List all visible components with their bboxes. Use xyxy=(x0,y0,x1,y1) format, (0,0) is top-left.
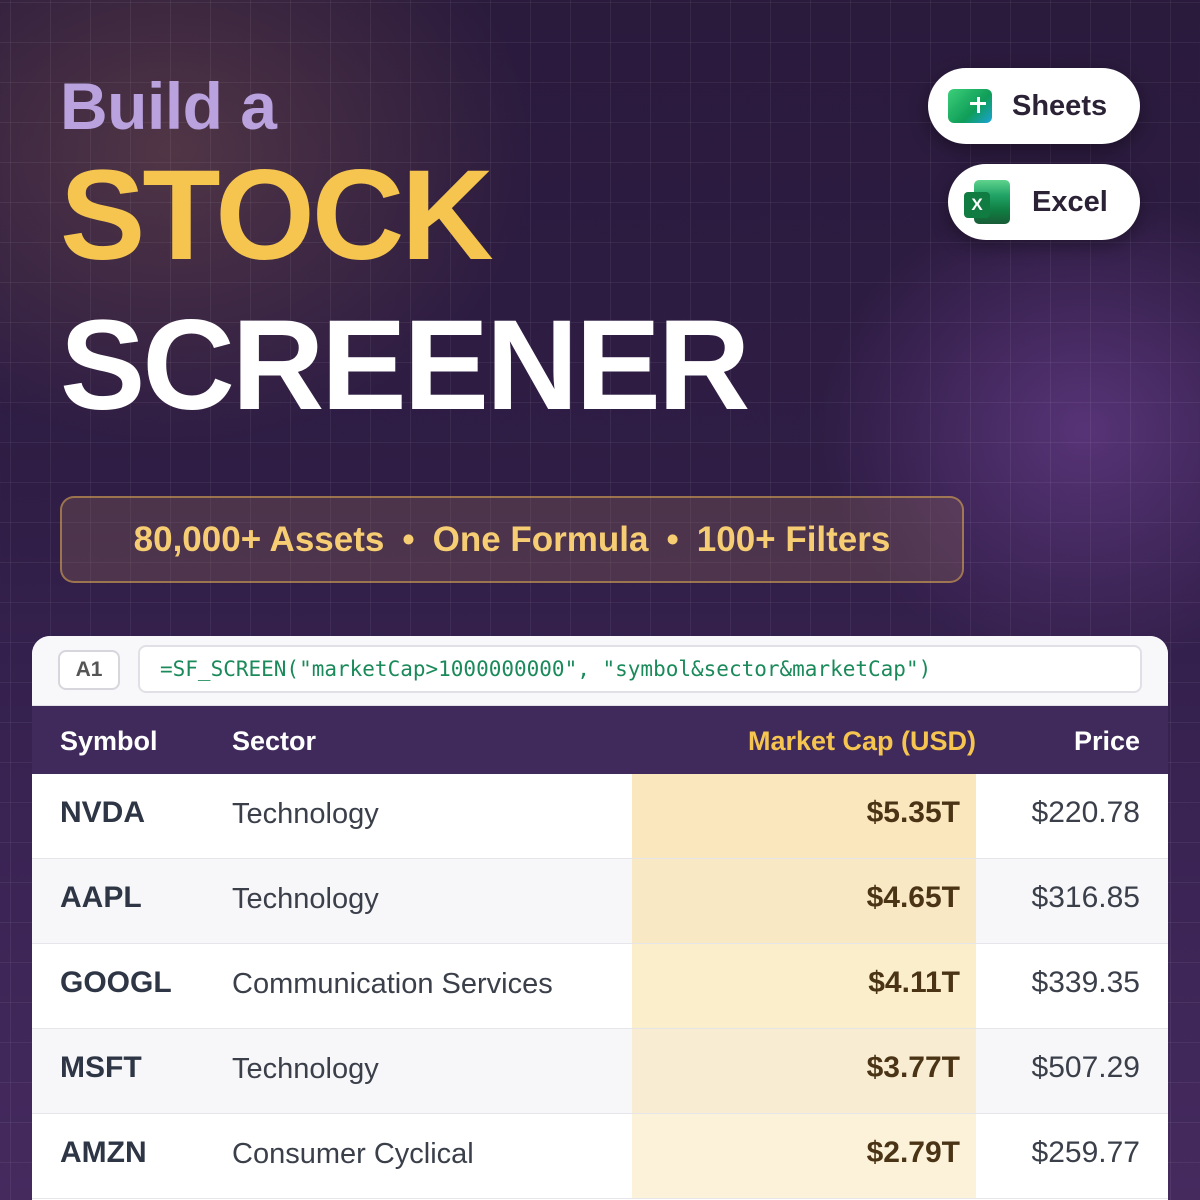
sheets-badge[interactable]: Sheets xyxy=(928,68,1140,144)
cell-market-cap: $3.77T xyxy=(866,1051,960,1084)
header-market-cap[interactable]: Market Cap (USD) xyxy=(747,726,976,756)
table-row[interactable]: MSFT Technology $3.77T $507.29 xyxy=(32,1029,1168,1114)
cell-symbol: MSFT xyxy=(60,1051,142,1084)
cell-reference-box[interactable]: A1 xyxy=(58,650,120,690)
cell-price: $316.85 xyxy=(1031,881,1140,914)
feature-filters: 100+ Filters xyxy=(696,519,891,559)
cell-price: $339.35 xyxy=(1031,966,1140,999)
cell-symbol: AMZN xyxy=(60,1136,147,1169)
cell-market-cap: $2.79T xyxy=(866,1136,960,1169)
table-header: Symbol Sector Market Cap (USD) Price xyxy=(32,706,1168,774)
formula-input[interactable]: =SF_SCREEN("marketCap>1000000000", "symb… xyxy=(138,645,1142,693)
cell-sector: Technology xyxy=(232,1053,379,1085)
cell-price: $259.77 xyxy=(1031,1136,1140,1169)
cell-symbol: AAPL xyxy=(60,881,142,914)
google-sheets-icon xyxy=(948,89,992,123)
excel-label: Excel xyxy=(1032,185,1108,218)
cell-sector: Technology xyxy=(232,798,379,830)
header-sector[interactable]: Sector xyxy=(232,726,317,756)
formula-bar: A1 =SF_SCREEN("marketCap>1000000000", "s… xyxy=(32,636,1168,706)
features-banner: 80,000+ Assets • One Formula • 100+ Filt… xyxy=(60,496,964,583)
table-row[interactable]: AMZN Consumer Cyclical $2.79T $259.77 xyxy=(32,1114,1168,1199)
headline-screener: SCREENER xyxy=(60,294,750,437)
excel-badge[interactable]: X Excel xyxy=(948,164,1140,240)
table-row[interactable]: AAPL Technology $4.65T $316.85 xyxy=(32,859,1168,944)
cell-price: $220.78 xyxy=(1031,796,1140,829)
sheets-label: Sheets xyxy=(1012,89,1108,122)
cell-sector: Communication Services xyxy=(232,968,553,1000)
feature-assets: 80,000+ Assets xyxy=(133,519,385,559)
cell-symbol: NVDA xyxy=(60,796,146,829)
feature-separator: • xyxy=(402,519,415,559)
cell-sector: Technology xyxy=(232,883,379,915)
table-row[interactable]: GOOGL Communication Services $4.11T $339… xyxy=(32,944,1168,1029)
headline-stock: STOCK xyxy=(60,144,494,287)
excel-icon: X xyxy=(964,178,1012,226)
header-price[interactable]: Price xyxy=(1073,726,1140,756)
feature-formula: One Formula xyxy=(432,519,649,559)
cell-price: $507.29 xyxy=(1031,1051,1140,1084)
cell-market-cap: $5.35T xyxy=(866,796,960,829)
header-symbol[interactable]: Symbol xyxy=(60,726,158,756)
cell-market-cap: $4.65T xyxy=(866,881,960,914)
table-row[interactable]: NVDA Technology $5.35T $220.78 xyxy=(32,774,1168,859)
cell-symbol: GOOGL xyxy=(60,966,172,999)
headline-build-a: Build a xyxy=(60,69,277,143)
spreadsheet-card: A1 =SF_SCREEN("marketCap>1000000000", "s… xyxy=(32,636,1168,1200)
excel-icon-letter: X xyxy=(964,192,990,218)
cell-sector: Consumer Cyclical xyxy=(232,1138,474,1170)
feature-separator: • xyxy=(666,519,679,559)
cell-market-cap: $4.11T xyxy=(868,966,960,999)
